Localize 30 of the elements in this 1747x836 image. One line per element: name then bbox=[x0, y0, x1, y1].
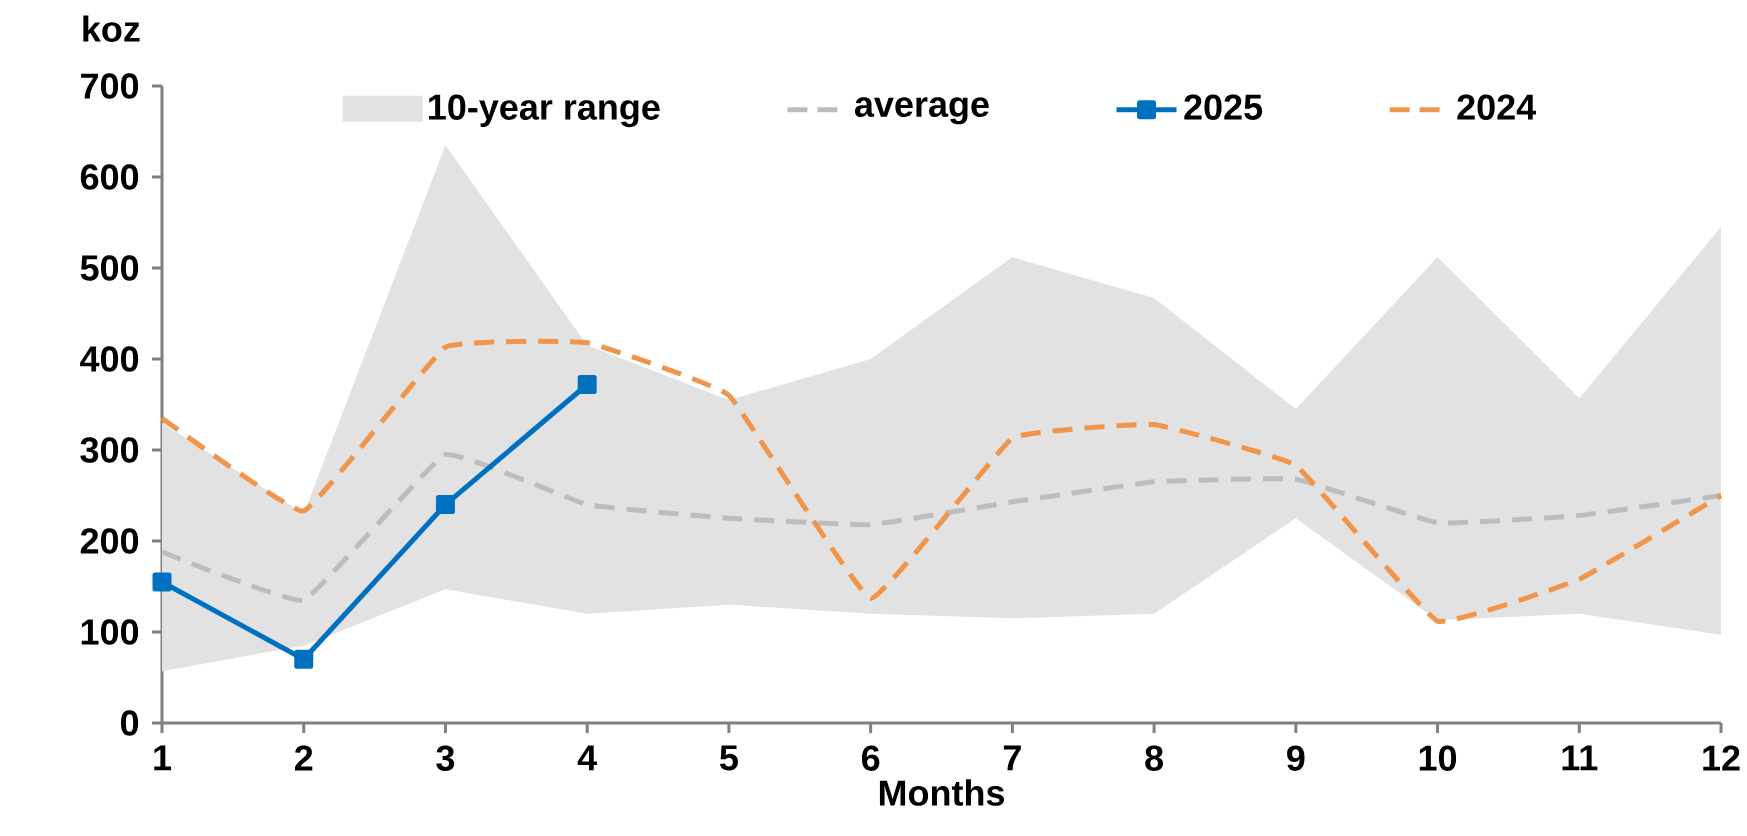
legend-label: average bbox=[855, 97, 989, 125]
y-tick-label: 100 bbox=[81, 619, 139, 645]
x-tick-label: 9 bbox=[1287, 745, 1305, 771]
y-tick-label: 400 bbox=[80, 346, 139, 372]
point bbox=[577, 374, 597, 394]
point bbox=[152, 572, 172, 592]
y-tick-label: 0 bbox=[120, 710, 139, 736]
x-tick-label: 12 bbox=[1703, 745, 1740, 771]
x-tick-label: 11 bbox=[1562, 745, 1598, 771]
x-tick-label: 10 bbox=[1419, 745, 1457, 771]
point bbox=[435, 495, 455, 515]
y-tick-label: 200 bbox=[80, 528, 139, 554]
x-tick-label: 7 bbox=[1003, 745, 1021, 771]
x-tick-label: 5 bbox=[720, 745, 738, 771]
y-tick-label: 600 bbox=[80, 164, 139, 190]
y-tick-label: 300 bbox=[80, 437, 139, 463]
legend-label: 2025 bbox=[1184, 94, 1263, 120]
y-tick-label: 700 bbox=[81, 73, 139, 99]
x-tick-label: 2 bbox=[294, 745, 313, 771]
y-axis-title: koz bbox=[83, 15, 140, 42]
legend-label: 10-year range bbox=[429, 94, 660, 128]
x-tick-label: 1 bbox=[154, 745, 172, 771]
x-tick-label: 4 bbox=[577, 745, 597, 771]
x-axis-title: Months bbox=[879, 779, 1005, 806]
point bbox=[294, 649, 314, 669]
x-tick-label: 6 bbox=[861, 745, 880, 771]
x-tick-label: 3 bbox=[436, 745, 455, 771]
y-tick-label: 500 bbox=[80, 255, 139, 281]
x-tick-label: 8 bbox=[1145, 745, 1163, 771]
legend-label: 2024 bbox=[1457, 94, 1536, 120]
